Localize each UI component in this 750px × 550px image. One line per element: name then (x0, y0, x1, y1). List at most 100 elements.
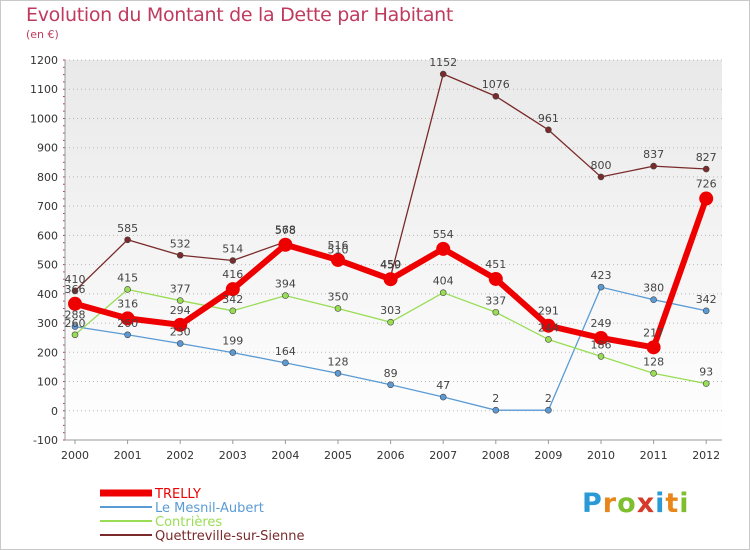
data-point-trelly (331, 252, 345, 267)
x-tick-label: 2005 (324, 449, 352, 462)
data-label-trelly: 568 (275, 224, 296, 237)
data-label-quettreville-sur-sienne: 578 (275, 224, 296, 237)
x-tick-label: 2009 (534, 449, 562, 462)
data-point-contri-res (387, 318, 394, 326)
logo-letter: i (679, 488, 690, 519)
data-label-trelly: 291 (538, 305, 559, 318)
data-point-contri-res (71, 331, 79, 339)
data-label-le-mesnil-aubert: 128 (328, 355, 349, 368)
data-label-quettreville-sur-sienne: 961 (538, 112, 559, 125)
data-point-trelly (541, 318, 556, 333)
x-tick-label: 2007 (429, 449, 457, 462)
y-tick-label: 700 (37, 200, 58, 213)
data-label-le-mesnil-aubert: 380 (643, 282, 664, 295)
data-label-trelly: 554 (433, 228, 454, 241)
data-point-le-mesnil-aubert (492, 406, 500, 414)
data-label-trelly: 316 (117, 297, 138, 310)
data-labels: 366 316 294 416 568 516 450 554 451 291 249 217 726 2… (65, 56, 717, 405)
data-point-quettreville-sur-sienne (702, 165, 710, 173)
data-label-quettreville-sur-sienne: 514 (222, 243, 243, 256)
data-label-trelly: 366 (65, 283, 86, 296)
data-label-le-mesnil-aubert: 199 (222, 335, 243, 348)
data-point-contri-res (176, 297, 184, 304)
legend-label-trelly: TRELLY (154, 487, 201, 502)
data-point-trelly (225, 282, 240, 297)
data-point-quettreville-sur-sienne (229, 257, 237, 264)
data-point-contri-res (597, 353, 605, 360)
data-point-contri-res (282, 292, 289, 299)
data-point-contri-res (492, 308, 500, 316)
data-label-le-mesnil-aubert: 2 (492, 392, 499, 405)
data-point-quettreville-sur-sienne (650, 162, 657, 170)
data-point-quettreville-sur-sienne (597, 173, 605, 181)
data-point-quettreville-sur-sienne (124, 236, 131, 244)
x-tick-label: 2011 (640, 449, 668, 462)
data-point-quettreville-sur-sienne (176, 251, 184, 259)
data-point-contri-res (334, 305, 342, 312)
x-tick-label: 2010 (587, 449, 615, 462)
data-label-quettreville-sur-sienne: 410 (65, 273, 86, 286)
data-label-quettreville-sur-sienne: 459 (380, 259, 401, 272)
data-point-contri-res (229, 307, 237, 315)
data-label-trelly: 294 (170, 304, 191, 317)
data-point-le-mesnil-aubert (229, 349, 237, 356)
data-label-quettreville-sur-sienne: 800 (591, 159, 612, 172)
data-label-trelly: 451 (485, 258, 506, 271)
chart-subtitle: (en €) (26, 28, 59, 41)
data-label-contri-res: 244 (538, 321, 559, 334)
data-label-trelly: 217 (643, 326, 664, 339)
data-point-le-mesnil-aubert (439, 393, 447, 401)
chart-title: Evolution du Montant de la Dette par Hab… (26, 4, 454, 26)
data-label-contri-res: 128 (643, 355, 664, 368)
data-label-le-mesnil-aubert: 2 (545, 392, 552, 405)
y-tick-label: 1200 (30, 54, 58, 67)
data-label-le-mesnil-aubert: 89 (384, 367, 398, 380)
data-label-trelly: 416 (222, 268, 243, 281)
y-tick-label: 200 (37, 346, 58, 359)
data-label-trelly: 516 (328, 239, 349, 252)
data-label-quettreville-sur-sienne: 827 (696, 151, 717, 164)
legend-label-contri-res: Contrières (155, 515, 222, 530)
logo-letter: P (582, 488, 603, 519)
data-label-quettreville-sur-sienne: 585 (117, 222, 138, 235)
data-label-contri-res: 415 (117, 271, 138, 284)
data-label-le-mesnil-aubert: 423 (591, 269, 612, 282)
data-label-contri-res: 350 (328, 290, 349, 303)
logo-letter: t (665, 488, 680, 519)
data-label-quettreville-sur-sienne: 510 (328, 244, 349, 257)
y-tick-label: 600 (37, 229, 58, 242)
data-point-trelly (594, 330, 608, 345)
data-label-quettreville-sur-sienne: 837 (643, 148, 664, 161)
y-tick-label: 400 (37, 288, 58, 301)
x-tick-label: 2012 (692, 449, 720, 462)
logo-letter: x (636, 488, 656, 519)
data-point-quettreville-sur-sienne (71, 287, 79, 295)
data-point-quettreville-sur-sienne (439, 70, 447, 78)
data-label-trelly: 450 (380, 258, 401, 271)
x-tick-label: 2004 (271, 449, 299, 462)
data-point-le-mesnil-aubert (597, 283, 605, 291)
y-tick-label: 800 (37, 171, 58, 184)
data-label-le-mesnil-aubert: 164 (275, 345, 296, 358)
data-point-le-mesnil-aubert (334, 370, 342, 377)
data-label-contri-res: 337 (485, 294, 506, 307)
data-point-trelly (278, 237, 293, 252)
data-label-contri-res: 394 (275, 278, 296, 291)
y-tick-label: -100 (33, 434, 58, 447)
y-tick-label: 900 (37, 142, 58, 155)
data-label-le-mesnil-aubert: 47 (436, 379, 450, 392)
x-tick-label: 2003 (219, 449, 247, 462)
plot-area (65, 60, 722, 440)
data-label-le-mesnil-aubert: 260 (117, 317, 138, 330)
axes: -100 0 100 200 300 400 500 600 700 800 900 1000 1100… (30, 54, 722, 462)
y-tick-label: 1100 (30, 83, 58, 96)
data-point-trelly (68, 296, 82, 311)
data-label-trelly: 726 (696, 178, 717, 191)
data-label-contri-res: 404 (433, 275, 454, 288)
x-tick-label: 2001 (114, 449, 142, 462)
proxiti-logo: Proxiti (582, 488, 690, 519)
data-point-le-mesnil-aubert (650, 296, 657, 303)
data-point-quettreville-sur-sienne (492, 92, 500, 100)
data-point-le-mesnil-aubert (71, 323, 79, 330)
